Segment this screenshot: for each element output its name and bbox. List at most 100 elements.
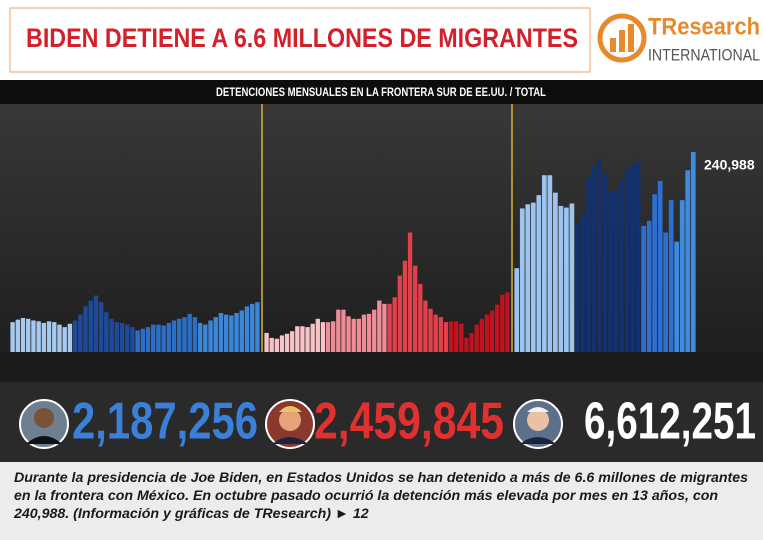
bar bbox=[234, 312, 239, 352]
bar bbox=[20, 317, 26, 352]
bar bbox=[597, 159, 602, 352]
bar bbox=[428, 308, 433, 352]
bar bbox=[630, 164, 635, 352]
bar bbox=[197, 322, 203, 352]
bar bbox=[119, 322, 125, 352]
bar bbox=[255, 302, 260, 352]
bar bbox=[336, 309, 341, 352]
bar bbox=[541, 175, 547, 352]
bar bbox=[325, 322, 331, 352]
bar bbox=[356, 318, 361, 352]
header-bg bbox=[0, 0, 763, 80]
bar bbox=[514, 268, 520, 352]
chart-subtitle: DETENCIONES MENSUALES EN LA FRONTERA SUR… bbox=[216, 85, 546, 99]
bar bbox=[679, 200, 685, 352]
bar bbox=[171, 320, 177, 352]
bar bbox=[341, 309, 346, 352]
bar bbox=[104, 312, 109, 352]
bar bbox=[377, 300, 382, 352]
bar bbox=[83, 306, 88, 352]
bar bbox=[213, 317, 218, 352]
bar bbox=[382, 303, 387, 352]
bar bbox=[536, 195, 542, 352]
portrait-suit bbox=[272, 437, 308, 444]
bar bbox=[290, 331, 295, 352]
bar bbox=[166, 322, 172, 352]
bar bbox=[402, 260, 408, 352]
bar bbox=[530, 202, 536, 352]
logo-icon bbox=[619, 30, 625, 52]
bar bbox=[300, 326, 305, 352]
bar bbox=[78, 314, 83, 352]
infographic: BIDEN DETIENE A 6.6 MILLONES DE MIGRANTE… bbox=[0, 0, 763, 462]
logo-name: TResearch bbox=[648, 13, 760, 40]
bar bbox=[652, 194, 657, 352]
bar bbox=[223, 314, 229, 352]
portrait-hair bbox=[527, 407, 549, 412]
logo-icon bbox=[610, 38, 616, 52]
bar bbox=[36, 321, 41, 352]
bar bbox=[641, 225, 646, 352]
bar bbox=[52, 322, 57, 352]
portrait-hair bbox=[279, 406, 302, 412]
bar bbox=[469, 332, 474, 352]
era-total: 6,612,251 bbox=[584, 393, 756, 451]
portrait bbox=[265, 399, 315, 449]
bar bbox=[57, 324, 62, 352]
bar bbox=[407, 232, 413, 352]
bar bbox=[264, 332, 269, 352]
bar bbox=[646, 220, 652, 352]
bar bbox=[448, 321, 454, 352]
bar bbox=[602, 173, 608, 352]
bar bbox=[269, 337, 274, 352]
bar bbox=[495, 304, 500, 352]
bar bbox=[26, 318, 31, 352]
bar bbox=[203, 324, 208, 352]
portrait-face bbox=[34, 408, 54, 428]
bar bbox=[295, 326, 300, 352]
annotation: 240,988 bbox=[704, 157, 755, 173]
bar bbox=[62, 327, 67, 352]
bar bbox=[608, 190, 613, 352]
bar bbox=[151, 324, 156, 352]
era-total: 2,459,845 bbox=[314, 393, 504, 451]
portrait-face bbox=[279, 409, 301, 431]
bar bbox=[182, 317, 187, 352]
bar bbox=[690, 152, 696, 352]
bar bbox=[315, 318, 320, 352]
bar bbox=[564, 207, 569, 352]
bar bbox=[208, 320, 213, 352]
bar bbox=[67, 323, 73, 352]
header-frame bbox=[9, 7, 591, 73]
bar bbox=[505, 292, 510, 352]
caption: Durante la presidencia de Joe Biden, en … bbox=[0, 462, 763, 540]
bar bbox=[663, 232, 669, 352]
portrait bbox=[19, 399, 69, 449]
bar bbox=[547, 175, 553, 352]
bar bbox=[31, 320, 36, 352]
bar bbox=[10, 322, 15, 352]
bar bbox=[553, 192, 558, 352]
portrait-face bbox=[527, 409, 549, 431]
bar bbox=[657, 181, 663, 352]
bar bbox=[46, 321, 52, 352]
bar bbox=[413, 265, 418, 352]
bar bbox=[135, 330, 140, 352]
bar bbox=[98, 302, 104, 352]
bar bbox=[569, 203, 575, 352]
bar bbox=[619, 179, 624, 352]
bar bbox=[438, 317, 443, 352]
bar bbox=[464, 337, 469, 352]
logo: TResearch INTERNATIONAL bbox=[597, 13, 760, 64]
portrait-suit bbox=[26, 436, 62, 444]
bar bbox=[459, 323, 464, 352]
bar bbox=[484, 314, 490, 352]
bar bbox=[187, 313, 192, 352]
bar bbox=[500, 294, 505, 352]
month-label-strip bbox=[0, 352, 763, 382]
bar bbox=[668, 200, 674, 352]
bar bbox=[366, 313, 372, 352]
bar bbox=[177, 318, 182, 352]
bar bbox=[479, 318, 484, 352]
bar bbox=[454, 321, 459, 352]
